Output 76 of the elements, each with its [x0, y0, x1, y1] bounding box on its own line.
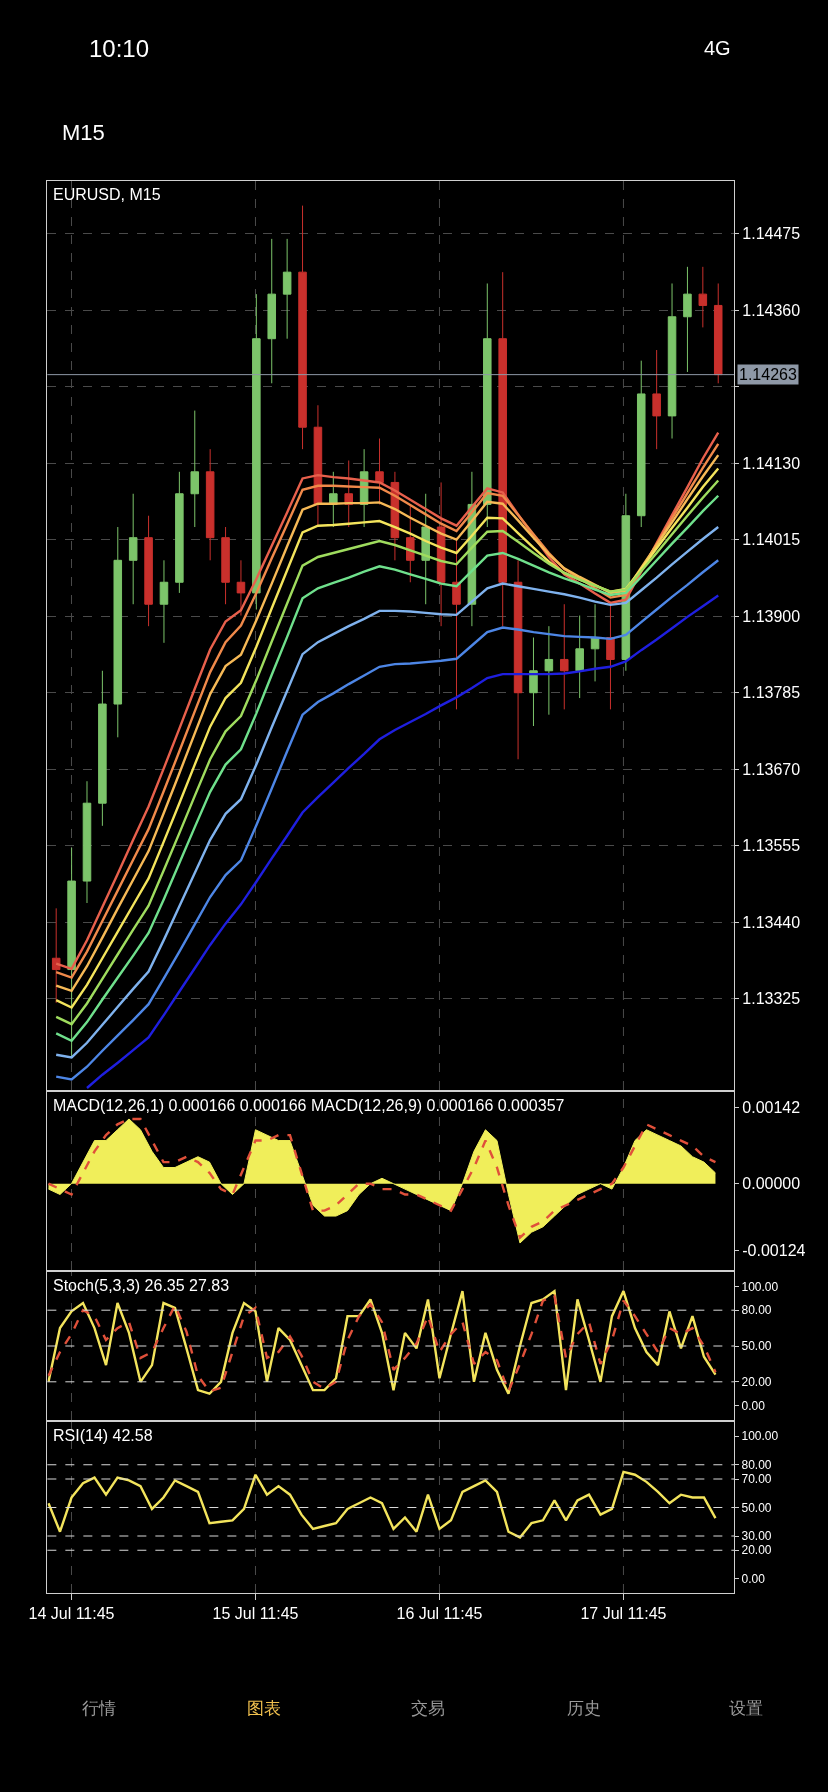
candlestick	[483, 282, 492, 528]
text: 10:10	[89, 35, 150, 62]
candlestick	[667, 282, 677, 440]
y-tick-label: 50.00	[741, 1339, 772, 1354]
candlestick	[590, 603, 600, 682]
y-tick-label: 80.00	[741, 1457, 772, 1472]
line-series	[47, 1470, 717, 1539]
y-tick-label: 0.00	[741, 1398, 766, 1413]
candlestick	[298, 205, 307, 450]
y-tick-label: 0.00000	[742, 1175, 801, 1193]
candlestick	[544, 625, 554, 716]
x-tick-label: 16 Jul 11:45	[396, 1605, 483, 1623]
y-tick-label: 50.00	[741, 1500, 772, 1515]
candlestick	[575, 615, 584, 699]
y-tick-label: 1.13325	[742, 990, 801, 1008]
candlestick	[205, 448, 215, 561]
text: 历史	[567, 1699, 601, 1718]
x-tick-label: 15 Jul 11:45	[212, 1605, 299, 1623]
candlestick	[313, 404, 323, 528]
candlestick	[698, 266, 708, 328]
text: 设置	[729, 1699, 763, 1718]
y-tick-label: 1.13555	[742, 837, 801, 855]
candlestick	[67, 847, 76, 1059]
y-tick-label: 20.00	[741, 1375, 772, 1390]
candlestick	[221, 526, 230, 605]
candlestick	[128, 493, 138, 605]
candlestick	[51, 907, 61, 1004]
y-tick-label: 1.14130	[742, 454, 801, 472]
text: 行情	[82, 1699, 116, 1718]
chart-title: Stoch(5,3,3) 26.35 27.83	[53, 1277, 230, 1294]
y-tick-label: 0.00142	[742, 1098, 801, 1116]
ref-line-label: 1.14263	[739, 366, 797, 383]
candlestick	[159, 559, 169, 644]
x-tick-label: 17 Jul 11:45	[580, 1605, 667, 1623]
y-tick-label: 0.00	[741, 1571, 766, 1586]
y-tick-label: 20.00	[741, 1543, 772, 1558]
candlestick	[498, 271, 507, 627]
text: 4G	[704, 37, 731, 59]
text: 交易	[411, 1699, 445, 1718]
y-tick-label: 100.00	[741, 1279, 779, 1294]
y-tick-label: 100.00	[741, 1429, 779, 1444]
candlestick	[329, 471, 338, 528]
candlestick	[636, 360, 646, 528]
y-tick-label: 1.14475	[742, 225, 801, 243]
candlestick	[713, 282, 723, 384]
y-tick-label: 1.13440	[742, 913, 801, 931]
y-tick-label: 80.00	[741, 1303, 772, 1318]
chart-title: MACD(12,26,1) 0.000166 0.000166 MACD(12,26,9) 0.000166 0.000357	[53, 1097, 565, 1114]
candlestick	[82, 780, 92, 904]
y-tick-label: 1.14360	[742, 301, 801, 319]
chart-title: RSI(14) 42.58	[53, 1427, 153, 1444]
y-tick-label: -0.00124	[742, 1242, 806, 1260]
candlestick	[606, 603, 615, 710]
y-tick-label: 1.13670	[742, 760, 801, 778]
candlestick	[175, 471, 184, 594]
chart-title: EURUSD, M15	[53, 186, 161, 203]
candlestick	[282, 238, 292, 340]
candlestick	[652, 349, 661, 450]
text: 图表	[247, 1699, 281, 1718]
candlestick	[513, 559, 523, 760]
candlestick	[560, 603, 569, 710]
candlestick	[267, 238, 277, 384]
candlestick	[529, 637, 538, 727]
y-tick-label: 1.13785	[742, 684, 801, 702]
candlestick	[190, 410, 200, 528]
y-tick-label: 70.00	[741, 1472, 772, 1487]
y-tick-label: 30.00	[741, 1529, 772, 1544]
y-tick-label: 1.14015	[742, 531, 801, 549]
text: M15	[62, 120, 105, 145]
y-tick-label: 1.13900	[742, 607, 801, 625]
candlestick	[144, 515, 153, 627]
x-tick-label: 14 Jul 11:45	[28, 1605, 115, 1623]
candlestick	[236, 559, 246, 617]
candlestick	[113, 526, 123, 738]
candlestick	[683, 266, 692, 373]
candlestick	[98, 670, 107, 827]
